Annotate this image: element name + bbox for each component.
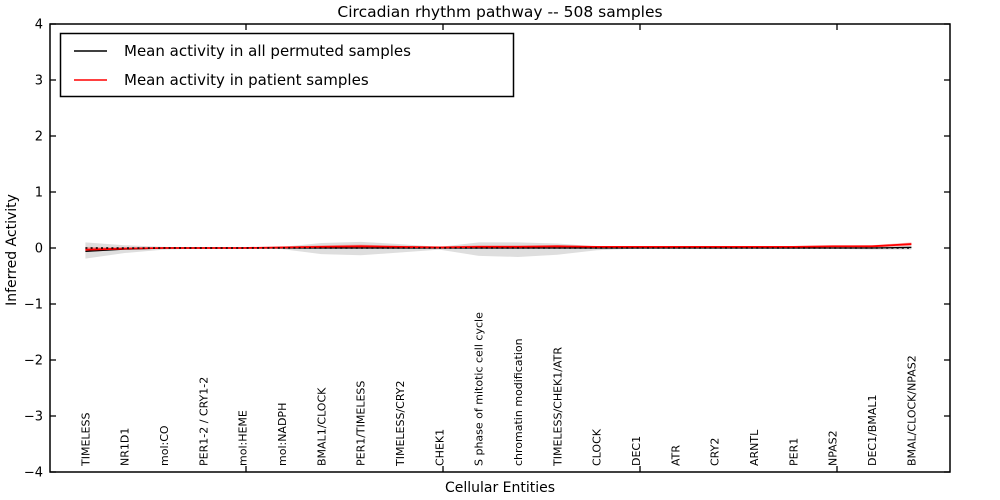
legend-box <box>59 32 515 98</box>
chart-content: 4 3 2 1 0 −1 −2 −3 −4 TIMELESS NR1D1 mol:CO PER1-2 /… <box>24 18 950 481</box>
x-category-label: ATR <box>669 445 682 466</box>
y-tick-label: 4 <box>35 18 43 33</box>
x-category-label: CLOCK <box>591 428 604 466</box>
y-tick-label: −3 <box>24 410 43 425</box>
y-tick-label: 1 <box>35 186 43 201</box>
x-category-label: PER1/TIMELESS <box>355 381 368 466</box>
legend-label-permuted: Mean activity in all permuted samples <box>124 42 411 60</box>
x-category-label: mol:CO <box>158 425 171 466</box>
x-category-label: chromatin modification <box>512 338 525 466</box>
y-tick-label: −4 <box>24 466 43 481</box>
legend: Mean activity in all permuted samples Me… <box>59 32 515 98</box>
y-tick-label: −2 <box>24 354 43 369</box>
x-category-label: DEC1/BMAL1 <box>866 395 879 467</box>
x-axis-label: Cellular Entities <box>445 480 555 496</box>
x-category-label: PER1-2 / CRY1-2 <box>197 377 210 466</box>
x-category-label: BMAL1/CLOCK <box>315 387 328 466</box>
x-category-label: S phase of mitotic cell cycle <box>473 312 486 466</box>
y-tick-label: 0 <box>35 242 43 257</box>
x-category-label: TIMELESS/CRY2 <box>394 381 407 468</box>
x-category-label: CRY2 <box>709 438 722 466</box>
legend-label-patient: Mean activity in patient samples <box>124 71 369 89</box>
x-category-label: CHEK1 <box>433 429 446 466</box>
x-category-label: NR1D1 <box>119 428 132 466</box>
x-category-label: TIMELESS/CHEK1/ATR <box>551 347 564 467</box>
x-category-label: ARNTL <box>748 429 761 466</box>
x-category-label: BMAL/CLOCK/NPAS2 <box>905 355 918 466</box>
chart-title: Circadian rhythm pathway -- 508 samples <box>337 3 662 21</box>
y-axis-label: Inferred Activity <box>4 194 20 306</box>
y-tick-label: 3 <box>35 74 43 89</box>
x-category-label: TIMELESS <box>79 413 92 467</box>
band-permuted-samples-range <box>85 241 912 259</box>
x-category-label: mol:NADPH <box>276 403 289 466</box>
series-line-patient <box>85 243 912 251</box>
y-tick-label: −1 <box>24 298 43 313</box>
y-tick-label: 2 <box>35 130 43 145</box>
x-category-label: mol:HEME <box>237 410 250 466</box>
x-category-label: PER1 <box>787 438 800 466</box>
x-category-label: DEC1 <box>630 436 643 466</box>
x-category-label: NPAS2 <box>827 430 840 466</box>
